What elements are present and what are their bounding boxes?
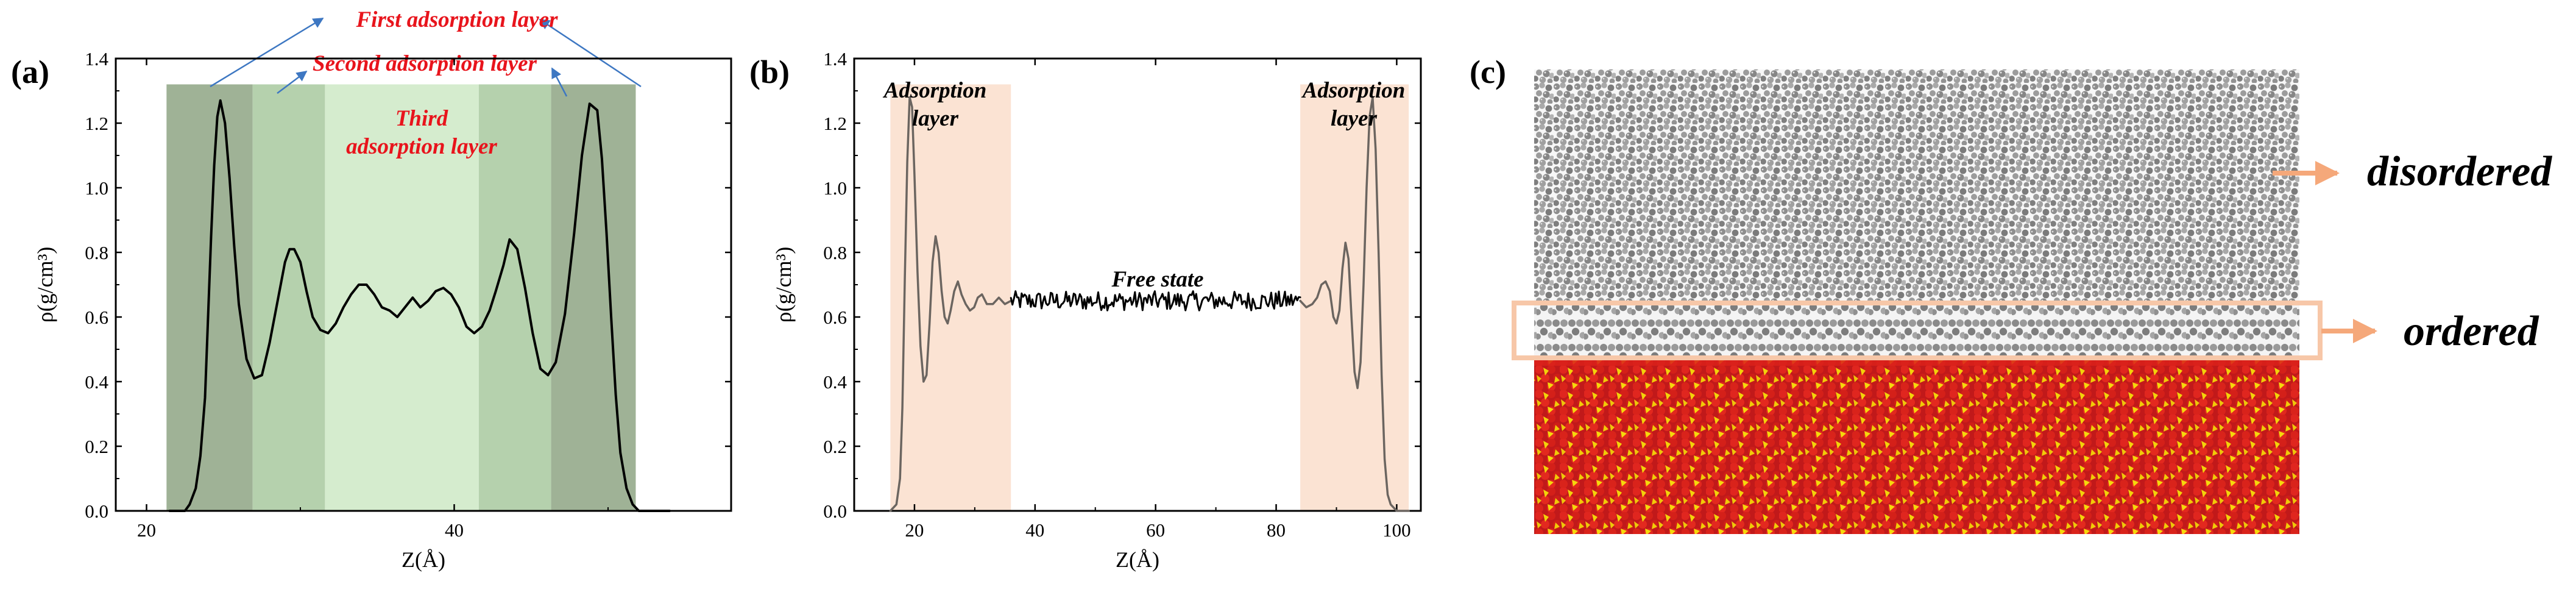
arrow-first-left xyxy=(210,17,324,88)
panel-b-xtick-label: 80 xyxy=(1267,519,1286,541)
annotation-first-adsorption-layer: First adsorption layer xyxy=(356,7,559,32)
annotation-left-adsorption-line1: Adsorption xyxy=(883,78,987,103)
panel-b-ytick-label: 0.2 xyxy=(823,436,847,457)
panel-a: (a) First adsorption layer Second adsorp… xyxy=(11,7,732,572)
panel-a-ytick-label: 0.6 xyxy=(85,307,108,328)
panel-b-y-axis-label: ρ(g/cm³) xyxy=(771,247,796,323)
panel-a-label: (a) xyxy=(11,54,49,90)
panel-a-density-line xyxy=(168,99,671,512)
panel-a-ytick-label: 0.0 xyxy=(85,501,108,522)
ordered-highlight-box xyxy=(1512,301,2323,360)
panel-b-ytick-label: 0.0 xyxy=(823,501,847,522)
panel-b-ytick-label: 1.2 xyxy=(823,113,847,134)
panel-b: (b) 0.0 0.2 0.4 0.6 0.8 1.0 1.2 1.4 20 40 60 80 100 Z… xyxy=(749,48,1422,572)
panel-a-ytick-label: 0.2 xyxy=(85,436,108,457)
arrow-second-right xyxy=(551,67,568,97)
panel-a-ytick-label: 1.2 xyxy=(85,113,108,134)
panel-a-ytick-label: 0.4 xyxy=(85,371,108,393)
panel-b-x-axis-label: Z(Å) xyxy=(1116,547,1159,572)
annotation-second-adsorption-layer: Second adsorption layer xyxy=(313,51,537,76)
panel-b-xtick-label: 60 xyxy=(1146,519,1165,541)
panel-b-xtick-label: 40 xyxy=(1025,519,1044,541)
adsorption-band xyxy=(1300,84,1409,511)
adsorption-band-mid xyxy=(252,84,325,511)
panel-b-ytick-label: 1.4 xyxy=(823,48,847,69)
panel-a-y-axis-label: ρ(g/cm³) xyxy=(33,247,57,323)
panel-a-ytick-label: 1.0 xyxy=(85,177,108,199)
callout-disordered: disordered xyxy=(2367,148,2552,195)
panel-b-ytick-label: 1.0 xyxy=(823,177,847,199)
annotation-free-state: Free state xyxy=(1111,267,1203,292)
panel-b-ytick-label: 0.6 xyxy=(823,307,847,328)
panel-b-xtick-label: 20 xyxy=(905,519,924,541)
panel-a-ytick-label: 0.8 xyxy=(85,242,108,263)
adsorption-band-mid xyxy=(478,84,551,511)
panel-b-free-state-line xyxy=(1010,290,1301,312)
panel-a-annotations: First adsorption layer Second adsorption… xyxy=(210,7,642,159)
annotation-right-adsorption-line2: layer xyxy=(1331,106,1378,131)
panel-a-xtick-label: 40 xyxy=(445,519,464,541)
ordered-layer-region xyxy=(1534,305,2299,356)
panel-a-x-axis-label: Z(Å) xyxy=(402,547,445,572)
panel-a-ytick-label: 1.4 xyxy=(85,48,108,69)
arrow-second-left xyxy=(277,70,308,94)
annotation-third-line1: Third xyxy=(395,106,448,131)
annotation-left-adsorption-line2: layer xyxy=(912,106,959,131)
panel-b-left-profile-line xyxy=(889,96,1012,512)
panel-b-ytick-label: 0.4 xyxy=(823,371,847,393)
arrow-first-right xyxy=(539,18,642,88)
panel-b-label: (b) xyxy=(749,54,790,90)
panel-c: (c) disordered ordered xyxy=(1470,54,2552,534)
crystal-substrate xyxy=(1534,357,2299,534)
annotation-third-line2: adsorption layer xyxy=(346,134,497,159)
adsorption-band-dark xyxy=(551,84,636,511)
panel-a-xtick-label: 20 xyxy=(137,519,156,541)
adsorption-band xyxy=(890,84,1011,511)
panel-b-annotations: Adsorption layer Adsorption layer Free s… xyxy=(883,78,1406,292)
annotation-right-adsorption-line1: Adsorption xyxy=(1301,78,1406,103)
panel-c-label: (c) xyxy=(1470,54,1506,90)
panel-b-xtick-label: 100 xyxy=(1382,519,1411,541)
panel-b-right-profile-line xyxy=(1299,96,1410,512)
callout-ordered: ordered xyxy=(2404,308,2539,355)
panel-b-ytick-label: 0.8 xyxy=(823,242,847,263)
